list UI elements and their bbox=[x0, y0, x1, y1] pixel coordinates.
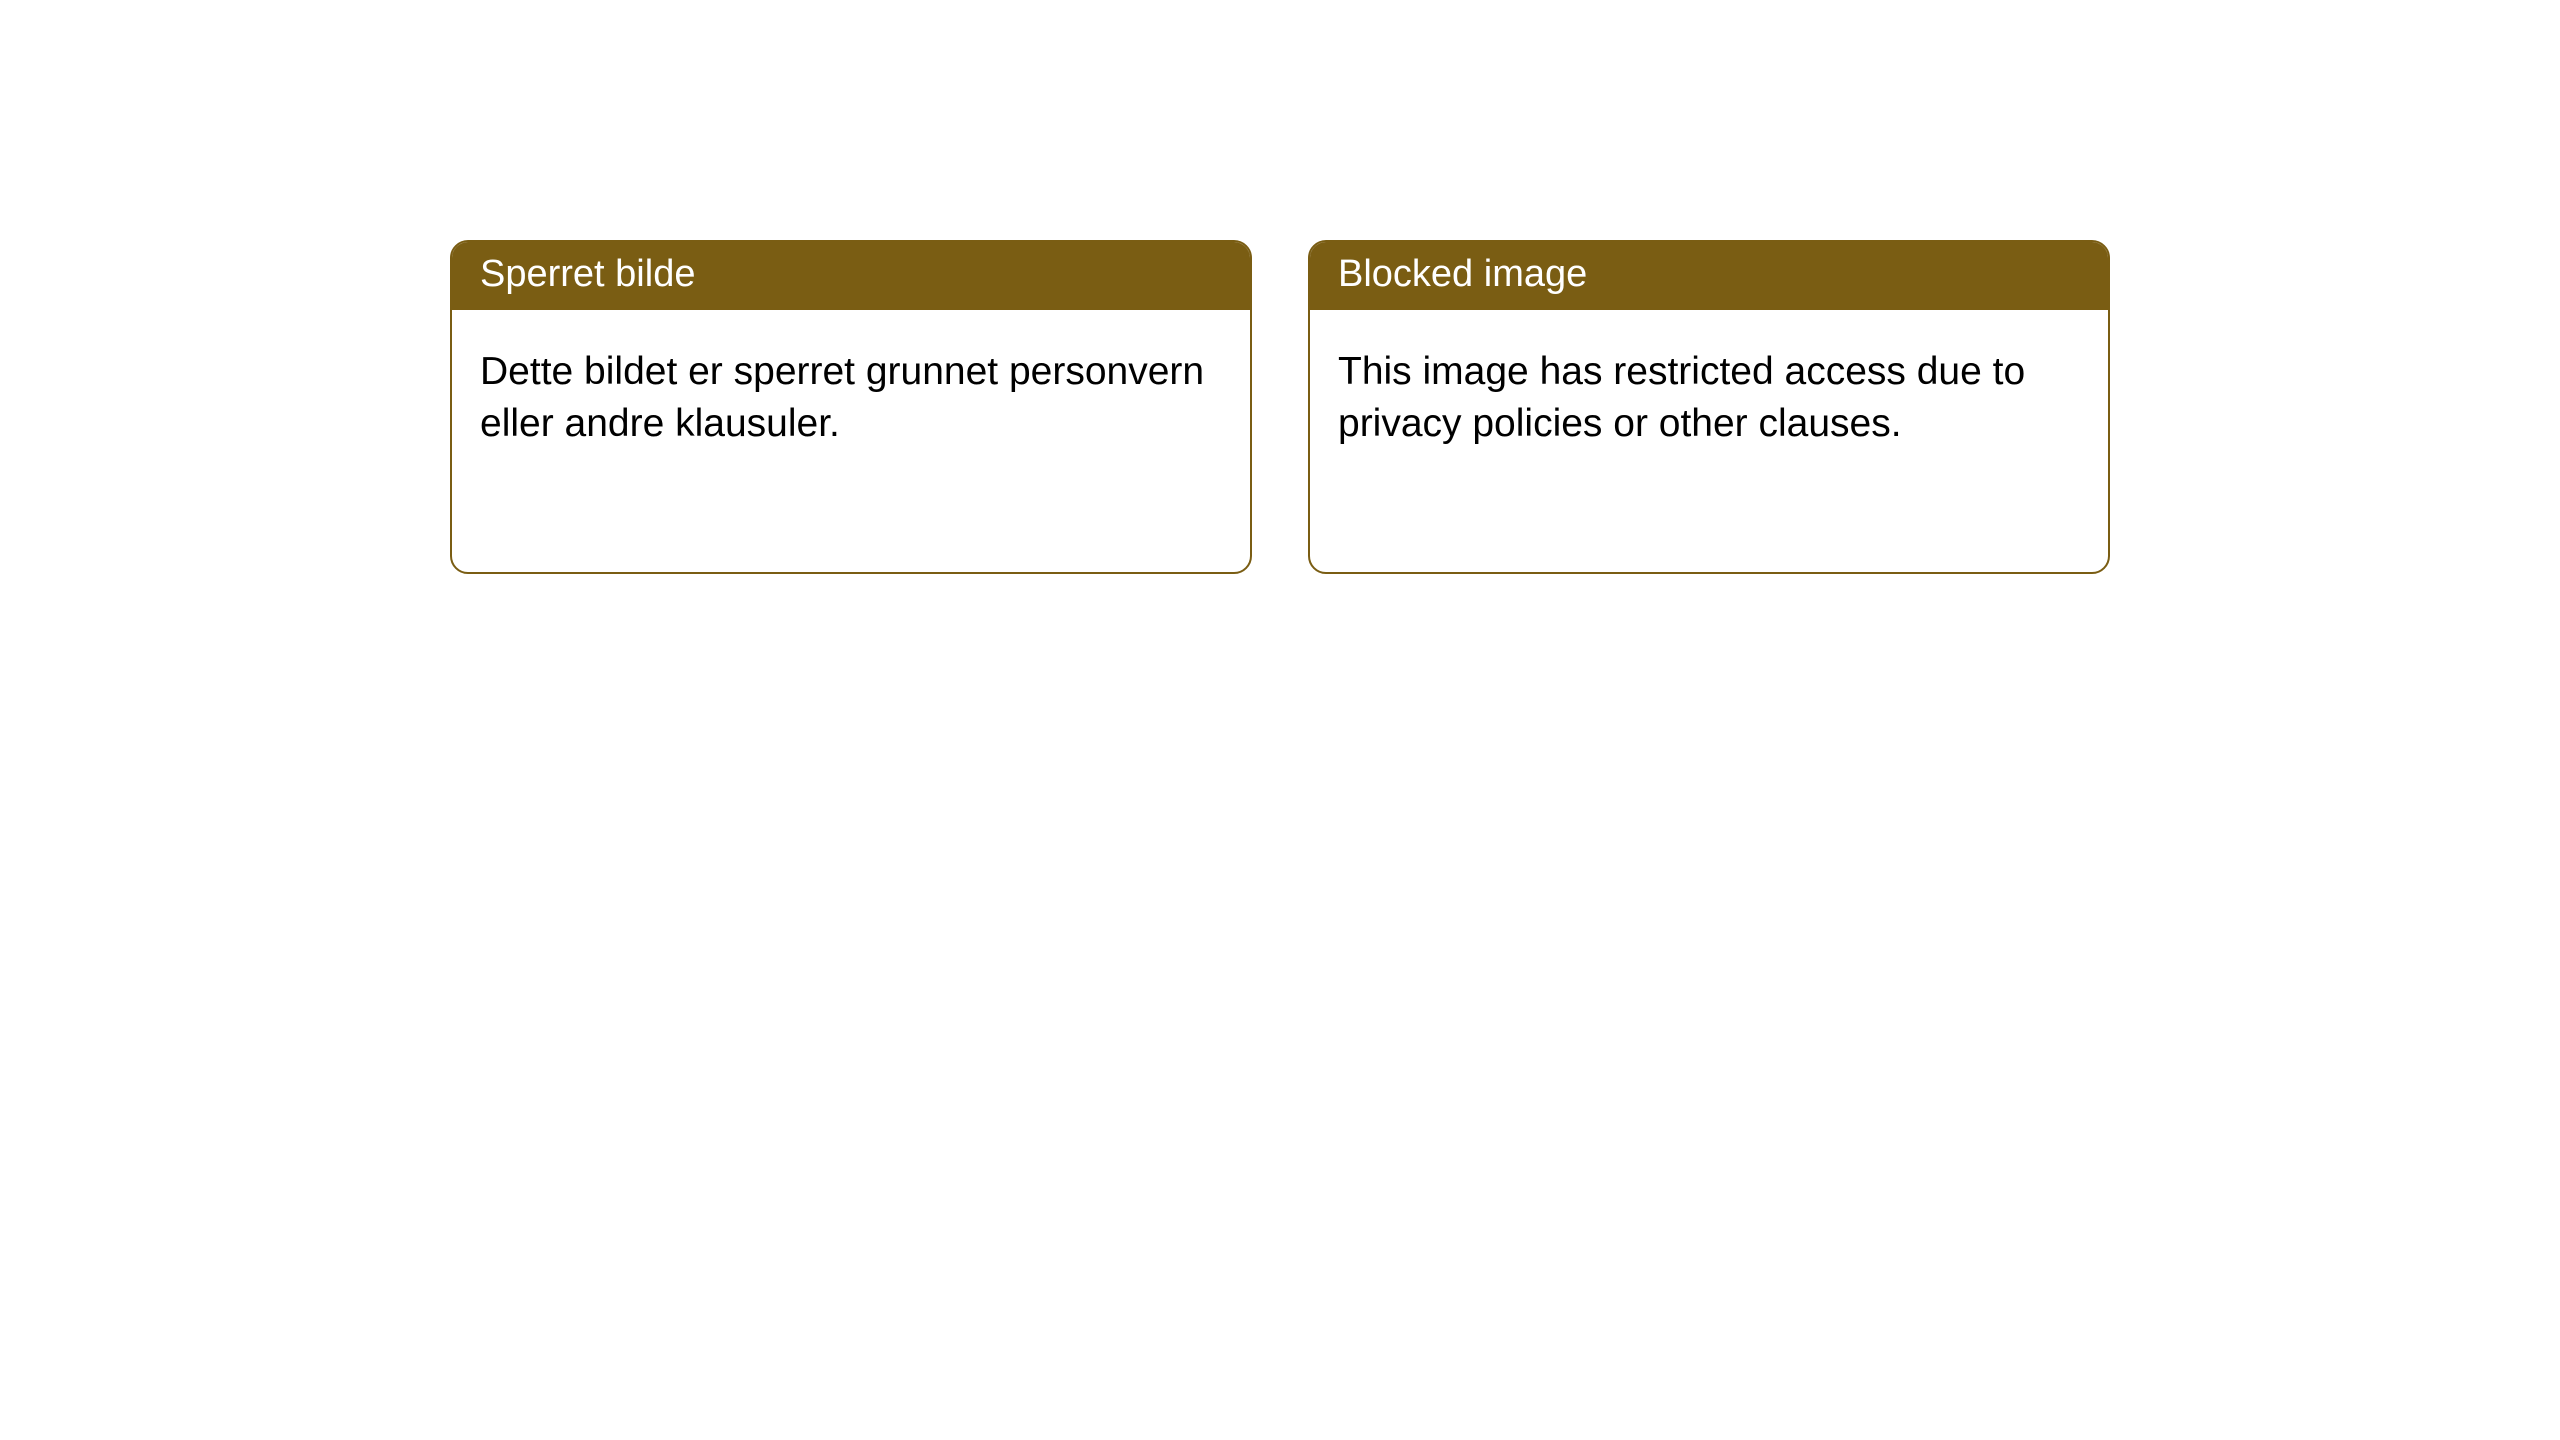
card-title-english: Blocked image bbox=[1310, 242, 2108, 310]
blocked-image-card-english: Blocked image This image has restricted … bbox=[1308, 240, 2110, 574]
blocked-image-card-norwegian: Sperret bilde Dette bildet er sperret gr… bbox=[450, 240, 1252, 574]
card-body-english: This image has restricted access due to … bbox=[1310, 310, 2108, 487]
card-body-norwegian: Dette bildet er sperret grunnet personve… bbox=[452, 310, 1250, 487]
card-title-norwegian: Sperret bilde bbox=[452, 242, 1250, 310]
notice-container: Sperret bilde Dette bildet er sperret gr… bbox=[0, 0, 2560, 574]
